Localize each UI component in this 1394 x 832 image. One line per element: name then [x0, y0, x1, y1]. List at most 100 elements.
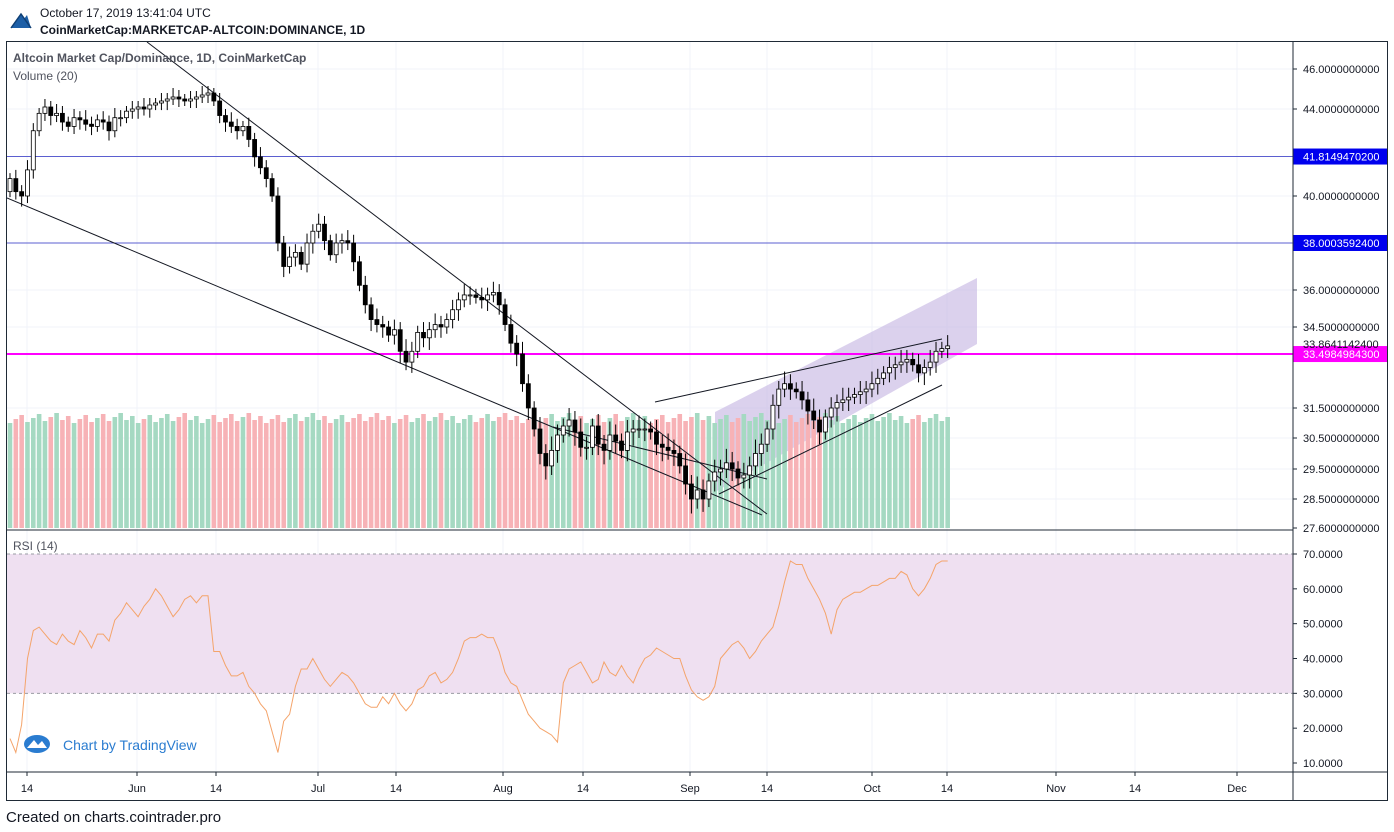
volume-bar — [351, 418, 356, 528]
volume-bar — [578, 416, 584, 528]
candle-up — [869, 383, 875, 390]
rsi-tick-label: 60.0000 — [1303, 584, 1343, 596]
volume-bars — [7, 413, 950, 528]
candle-up — [566, 419, 572, 427]
watermark-text[interactable]: Chart by TradingView — [63, 737, 197, 753]
volume-bar — [322, 416, 327, 528]
candle-up — [607, 434, 613, 451]
candle-down — [817, 419, 822, 433]
candle-down — [48, 106, 54, 116]
volume-bar — [374, 413, 380, 528]
volume-bar — [403, 415, 409, 528]
rsi-tick-label: 40.0000 — [1303, 654, 1343, 666]
volume-bar — [438, 413, 444, 528]
y-tick-label: 31.5000000000 — [1303, 403, 1379, 415]
candle-up — [764, 428, 770, 445]
volume-bar — [100, 414, 106, 528]
candle-down — [327, 240, 333, 256]
candle-up — [776, 388, 782, 406]
candle-up — [287, 256, 292, 267]
candle-down — [351, 242, 357, 263]
candle-up — [723, 462, 729, 470]
candle-up — [758, 443, 764, 454]
volume-bar — [485, 414, 490, 528]
x-tick-label: Oct — [863, 783, 880, 795]
volume-bar — [473, 422, 479, 528]
candle-down — [19, 191, 25, 197]
candle-up — [945, 345, 951, 349]
candle-up — [485, 294, 490, 301]
volume-bar — [776, 423, 782, 528]
candle-up — [205, 92, 211, 96]
chart-canvas[interactable]: 41.814947020038.000359240033.49849843003… — [7, 42, 1387, 800]
candle-up — [881, 372, 886, 379]
tradingview-logo-icon — [10, 8, 32, 30]
candle-down — [357, 261, 362, 286]
volume-bar — [502, 413, 508, 528]
volume-bar — [945, 417, 950, 528]
candle-down — [665, 446, 671, 451]
candle-up — [409, 350, 415, 363]
volume-bar — [293, 414, 298, 528]
candle-down — [258, 156, 263, 169]
candle-down — [537, 428, 543, 454]
candle-up — [904, 358, 910, 363]
volume-bar — [625, 417, 630, 528]
volume-indicator-label: Volume (20) — [13, 69, 78, 83]
candle-up — [636, 428, 642, 431]
tradingview-watermark[interactable]: Chart by TradingView — [24, 735, 197, 753]
volume-bar — [246, 413, 252, 528]
main-chart-title: Altcoin Market Cap/Dominance, 1D, CoinMa… — [13, 51, 306, 65]
candle-down — [508, 324, 514, 344]
candle-down — [654, 431, 659, 445]
volume-bar — [788, 415, 793, 528]
x-tick-label: 14 — [941, 783, 953, 795]
candle-up — [898, 361, 904, 366]
volume-bar — [141, 419, 147, 528]
volume-bar — [898, 416, 904, 528]
candle-up — [316, 223, 322, 232]
volume-bar — [665, 422, 671, 528]
candle-up — [939, 348, 945, 352]
y-tick-label: 44.0000000000 — [1303, 104, 1379, 116]
candle-up — [461, 294, 467, 301]
volume-bar — [48, 417, 54, 528]
volume-bar — [106, 421, 112, 528]
volume-bar — [392, 423, 397, 528]
candle-down — [89, 123, 94, 127]
volume-bar — [36, 414, 42, 528]
x-tick-label: 14 — [21, 783, 33, 795]
volume-bar — [60, 420, 65, 528]
candle-up — [456, 299, 461, 311]
volume-bar — [71, 423, 77, 528]
volume-bar — [601, 422, 607, 528]
volume-bar — [188, 420, 193, 528]
volume-bar — [467, 415, 473, 528]
y-tick-label: 36.0000000000 — [1303, 285, 1379, 297]
candle-down — [281, 242, 287, 267]
candle-up — [828, 407, 834, 418]
volume-bar — [182, 413, 188, 528]
volume-bar — [89, 422, 94, 528]
candle-down — [683, 465, 688, 485]
volume-bar — [922, 422, 927, 528]
volume-bar — [223, 418, 228, 528]
last-price-label: 33.8641142400 — [1303, 339, 1379, 351]
x-tick-label: 14 — [761, 783, 773, 795]
volume-bar — [636, 420, 642, 528]
candle-down — [514, 342, 520, 355]
candle-up — [71, 117, 77, 127]
volume-bar — [263, 423, 269, 528]
volume-bar — [409, 422, 415, 528]
candle-down — [910, 358, 916, 366]
chart-frame[interactable]: 41.8149470200 38.0003592400 33.4984984300 3… — [6, 41, 1388, 801]
volume-bar — [852, 415, 857, 528]
candle-down — [228, 121, 234, 127]
volume-bar — [421, 414, 426, 528]
candle-up — [555, 434, 560, 451]
volume-bar — [77, 419, 83, 528]
candle-down — [572, 419, 578, 433]
x-tick-label: 14 — [210, 783, 222, 795]
volume-bar — [572, 420, 578, 528]
x-tick-label: 14 — [390, 783, 402, 795]
